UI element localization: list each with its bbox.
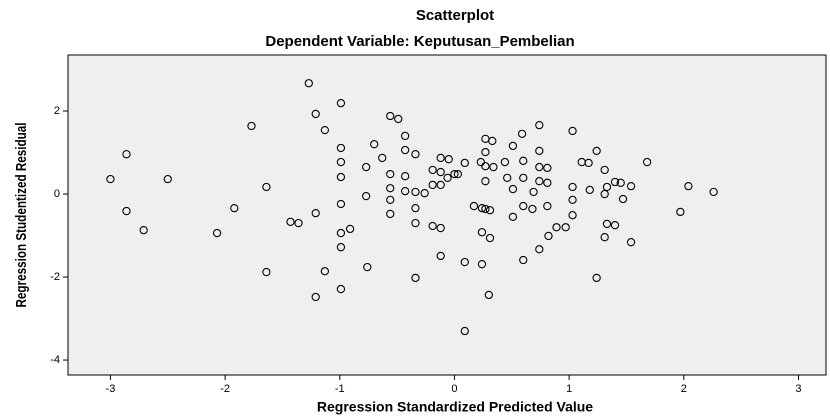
y-tick-label: 0	[54, 188, 60, 200]
chart: Scatterplot Dependent Variable: Keputusa…	[0, 0, 830, 418]
x-tick-label: 0	[451, 383, 457, 395]
x-axis-label: Regression Standardized Predicted Value	[317, 399, 593, 415]
y-tick-label: 2	[54, 105, 60, 117]
y-tick-label: -2	[50, 271, 60, 283]
x-tick-label: 3	[795, 383, 801, 395]
chart-title: Scatterplot	[416, 7, 494, 24]
plot-area	[68, 55, 826, 375]
x-tick-label: -3	[106, 383, 116, 395]
x-tick-label: 1	[566, 383, 572, 395]
x-tick-label: -1	[335, 383, 345, 395]
chart-subtitle: Dependent Variable: Keputusan_Pembelian	[265, 33, 574, 50]
x-tick-label: -2	[220, 383, 230, 395]
y-axis-label: Regression Studentized Residual	[13, 122, 30, 307]
x-tick-label: 2	[681, 383, 687, 395]
y-tick-label: -4	[50, 354, 60, 366]
